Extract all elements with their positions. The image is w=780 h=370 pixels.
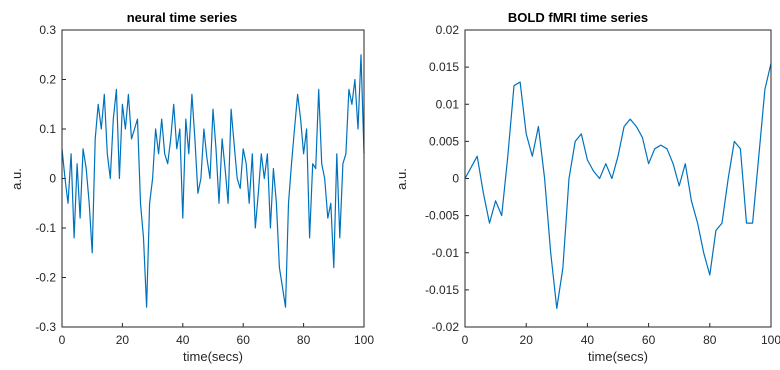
y-axis-label: a.u. bbox=[9, 168, 24, 190]
x-tick-label: 100 bbox=[761, 333, 780, 347]
y-tick-label: 0.01 bbox=[436, 97, 460, 111]
x-axis-label: time(secs) bbox=[588, 349, 648, 364]
y-tick-label: -0.3 bbox=[35, 320, 56, 334]
x-tick-label: 80 bbox=[297, 333, 311, 347]
plot-frame bbox=[464, 29, 772, 328]
bold-fmri-time-series-plot: BOLD fMRI time series -0.02-0.015-0.01-0… bbox=[394, 10, 780, 364]
x-tick-label: 60 bbox=[642, 333, 656, 347]
y-tick-label: 0.015 bbox=[429, 60, 459, 74]
x-tick-label: 20 bbox=[520, 333, 534, 347]
y-tick-label: 0.1 bbox=[39, 122, 56, 136]
x-tick-label: 100 bbox=[354, 333, 374, 347]
y-tick-label: -0.2 bbox=[35, 271, 56, 285]
x-tick-label: 60 bbox=[237, 333, 251, 347]
y-tick-label: 0 bbox=[452, 172, 459, 186]
x-tick-label: 0 bbox=[462, 333, 469, 347]
y-tick-label: 0 bbox=[49, 172, 56, 186]
x-axis-label: time(secs) bbox=[183, 349, 243, 364]
series-lines bbox=[61, 54, 365, 308]
chart-title: BOLD fMRI time series bbox=[508, 10, 648, 25]
y-tick-label: 0.02 bbox=[436, 23, 460, 37]
y-axis-label: a.u. bbox=[394, 168, 409, 190]
x-axis-ticks: 0 20 40 60 80 100 bbox=[462, 323, 780, 347]
y-tick-label: -0.005 bbox=[425, 209, 459, 223]
x-tick-label: 80 bbox=[703, 333, 717, 347]
x-tick-label: 40 bbox=[176, 333, 190, 347]
chart-title: neural time series bbox=[127, 10, 238, 25]
y-tick-label: 0.005 bbox=[429, 134, 459, 148]
y-tick-label: 0.3 bbox=[39, 23, 56, 37]
y-tick-label: -0.01 bbox=[432, 246, 460, 260]
series-lines bbox=[464, 63, 772, 309]
plot-frame bbox=[61, 29, 365, 328]
x-tick-label: 40 bbox=[581, 333, 595, 347]
x-tick-label: 20 bbox=[116, 333, 130, 347]
series-line bbox=[61, 54, 365, 308]
x-axis-ticks: 0 20 40 60 80 100 bbox=[59, 323, 374, 347]
neural-time-series-plot: neural time series -0.3 -0.2 -0.1 0 0.1 0.2 0.… bbox=[9, 10, 374, 364]
y-tick-label: -0.015 bbox=[425, 283, 459, 297]
x-tick-label: 0 bbox=[59, 333, 66, 347]
y-tick-label: -0.1 bbox=[35, 221, 56, 235]
y-axis-ticks: -0.3 -0.2 -0.1 0 0.1 0.2 0.3 bbox=[35, 23, 66, 334]
y-tick-label: -0.02 bbox=[432, 320, 460, 334]
series-line bbox=[464, 63, 772, 309]
y-axis-ticks: -0.02 -0.015 -0.01 -0.005 0 0.005 0.01 0.015 0.0… bbox=[425, 23, 469, 334]
y-tick-label: 0.2 bbox=[39, 73, 56, 87]
